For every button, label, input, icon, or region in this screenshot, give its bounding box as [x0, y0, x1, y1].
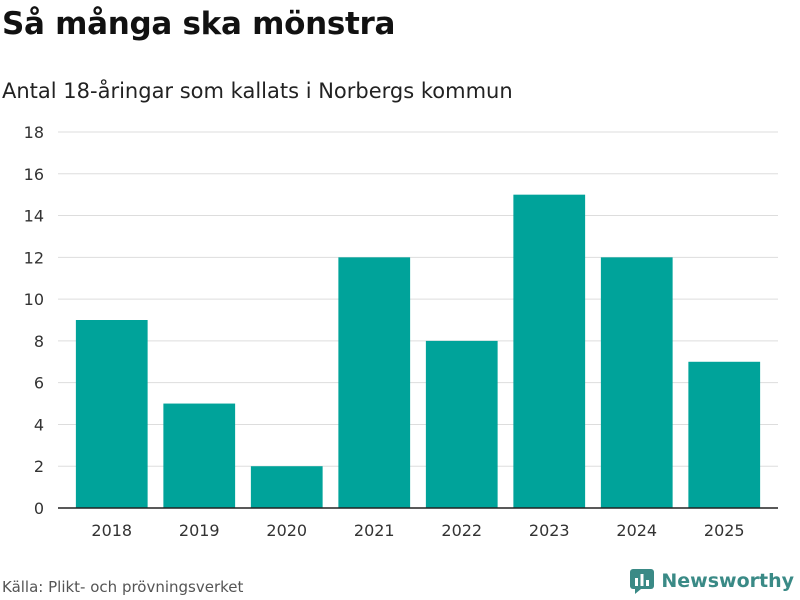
bar-2019[interactable] — [163, 403, 236, 508]
bar-2022[interactable] — [425, 340, 498, 508]
y-tick-label: 16 — [24, 165, 44, 184]
bar-2021[interactable] — [338, 257, 411, 508]
y-tick-label: 10 — [24, 290, 44, 309]
x-tick-label: 2025 — [704, 521, 745, 540]
bar-2018[interactable] — [75, 320, 148, 508]
x-tick-label: 2024 — [616, 521, 657, 540]
bars — [75, 194, 761, 508]
newsworthy-logo-icon — [630, 569, 655, 594]
chart-title: Så många ska mönstra — [2, 6, 396, 42]
y-tick-label: 14 — [24, 207, 44, 226]
x-tick-label: 2023 — [529, 521, 570, 540]
x-tick-label: 2021 — [354, 521, 395, 540]
brand[interactable]: Newsworthy — [629, 568, 794, 594]
bar-2020[interactable] — [250, 466, 323, 508]
y-tick-label: 18 — [24, 123, 44, 142]
y-tick-label: 2 — [34, 457, 44, 476]
x-tick-label: 2018 — [91, 521, 132, 540]
bar-chart: 0 2 4 6 8 10 12 14 16 18 2018 2019 2020 2021 2022 2023 2… — [24, 123, 778, 540]
x-tick-label: 2019 — [179, 521, 220, 540]
brand-name: Newsworthy — [661, 570, 794, 592]
y-tick-label: 0 — [34, 499, 44, 518]
source-note: Källa: Plikt- och prövningsverket — [2, 578, 244, 596]
y-tick-label: 8 — [34, 332, 44, 351]
bar-2025[interactable] — [688, 361, 761, 508]
y-tick-label: 12 — [24, 248, 44, 267]
x-tick-label: 2022 — [441, 521, 482, 540]
bar-2024[interactable] — [600, 257, 673, 508]
y-tick-label: 6 — [34, 374, 44, 393]
y-tick-label: 4 — [34, 415, 44, 434]
chart-subtitle: Antal 18-åringar som kallats i Norbergs … — [2, 79, 513, 103]
axes: 0 2 4 6 8 10 12 14 16 18 2018 2019 2020 2021 2022 2023 2… — [24, 123, 778, 540]
bar-2023[interactable] — [513, 194, 586, 508]
x-tick-label: 2020 — [266, 521, 307, 540]
